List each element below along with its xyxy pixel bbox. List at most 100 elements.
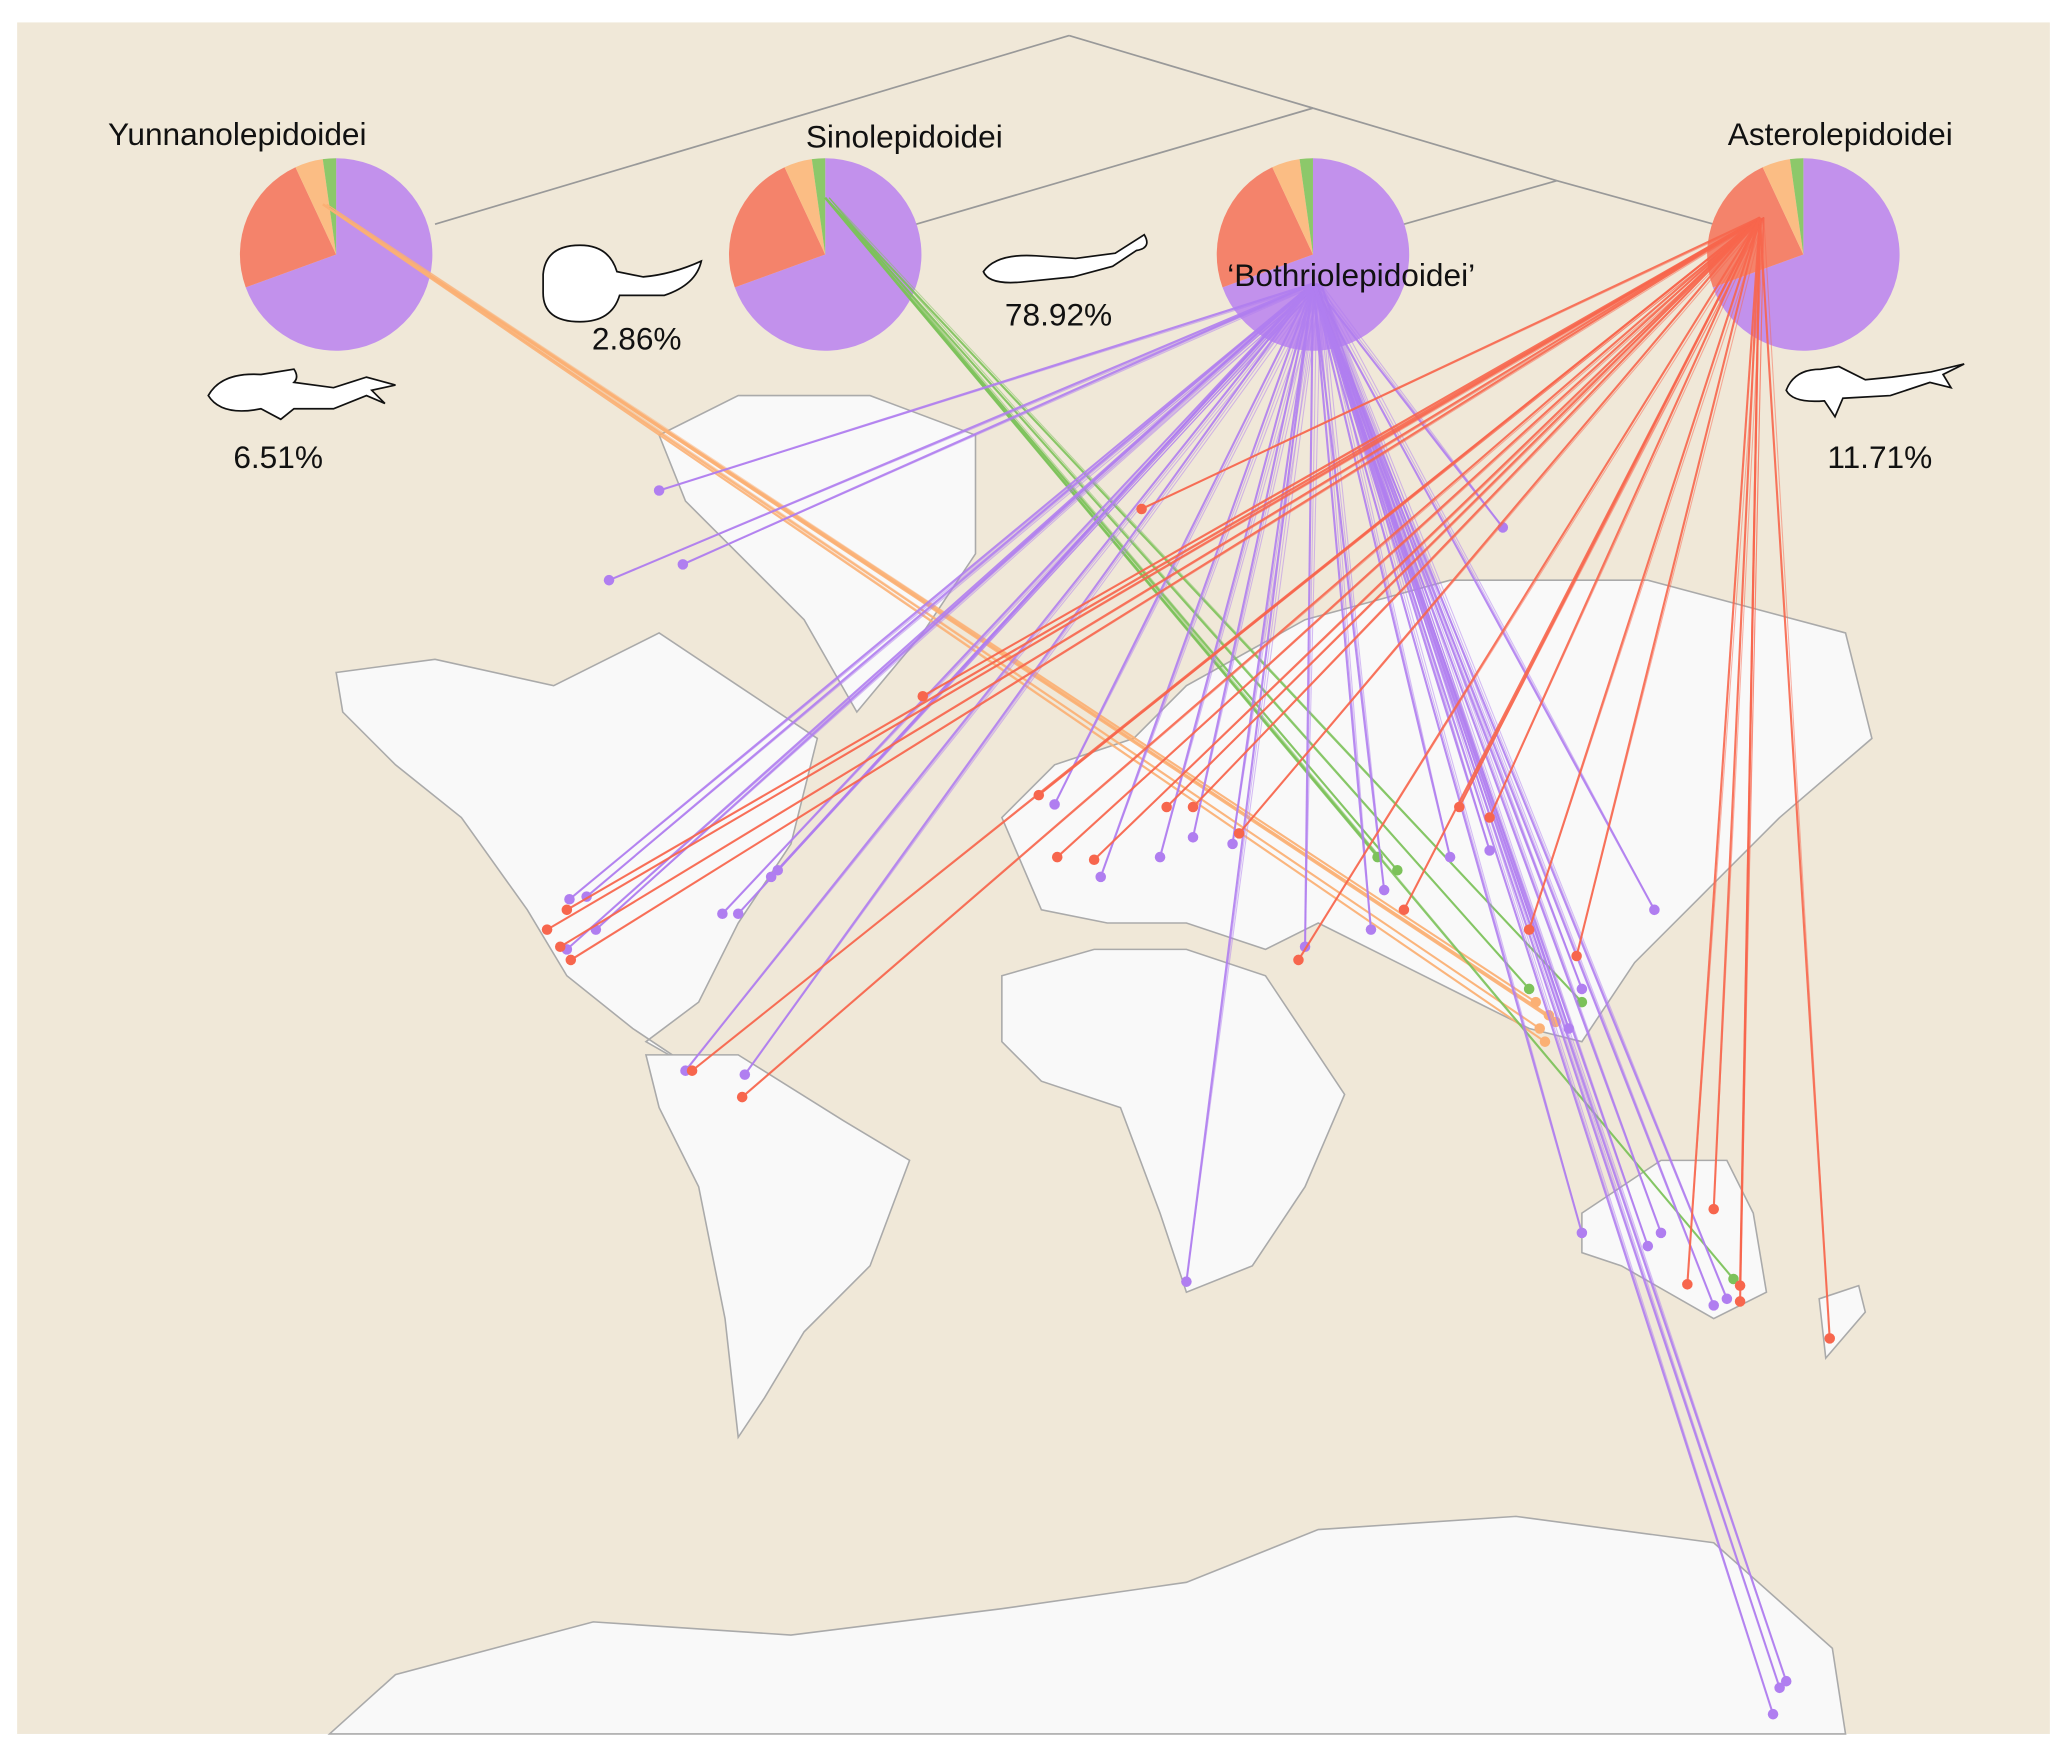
- fossil-locality-dot: [1484, 812, 1495, 823]
- fossil-locality-dot: [1563, 1023, 1574, 1034]
- fossil-locality-dot: [1187, 832, 1199, 843]
- dispersal-line: [1713, 217, 1765, 1210]
- dispersal-line: [1185, 283, 1315, 1282]
- tree-branch-root-right: [1068, 34, 1314, 109]
- fossil-locality-dot: [1708, 1300, 1719, 1311]
- fossil-locality-dot: [1293, 954, 1304, 966]
- dispersal-line: [1185, 283, 1318, 1282]
- fossil-locality-dot: [1571, 950, 1582, 962]
- dispersal-line: [658, 282, 1322, 492]
- dispersal-line: [1316, 283, 1583, 1234]
- dispersal-line: [1297, 217, 1761, 961]
- dispersal-line: [1528, 217, 1761, 930]
- yunnanolepid-fish-icon: [207, 368, 396, 421]
- dispersal-line: [922, 217, 1765, 697]
- fossil-locality-dot: [1444, 851, 1456, 863]
- dispersal-line: [1304, 283, 1315, 947]
- dispersal-line: [1316, 283, 1504, 528]
- clade-label-bothriolepidoidei: ‘Bothriolepidoidei’: [1227, 257, 1475, 293]
- dispersal-line: [1054, 283, 1318, 805]
- pie-slice-red: [728, 167, 826, 288]
- dispersal-line: [1038, 217, 1765, 796]
- fossil-locality-dot: [1780, 1675, 1792, 1687]
- fossil-locality-dot: [1523, 924, 1535, 935]
- dispersal-line: [546, 217, 1765, 931]
- dispersal-line: [1758, 217, 1831, 1339]
- fossil-locality-dot: [1530, 996, 1542, 1008]
- pie-slice-orange: [295, 159, 337, 255]
- dispersal-line: [1298, 217, 1765, 961]
- landmass-antarctica: [327, 1515, 1847, 1735]
- fossil-locality-dot: [1187, 801, 1199, 813]
- fossil-locality-dot: [565, 954, 577, 966]
- dispersal-line: [1100, 283, 1322, 878]
- dispersal-line: [1320, 283, 1774, 1715]
- dispersal-line: [1159, 283, 1322, 858]
- dispersal-line: [1100, 283, 1318, 878]
- landmass-south-america: [644, 1054, 911, 1440]
- pie-sinolepidoidei: [728, 158, 922, 351]
- dispersal-line: [566, 283, 1322, 950]
- fossil-locality-dot: [1523, 983, 1535, 995]
- pie-slice-purple: [734, 158, 922, 351]
- percent-bothriolepidoidei: 78.92%: [1005, 297, 1112, 333]
- dispersal-line: [1053, 283, 1314, 805]
- landmass-africa: [1001, 948, 1346, 1294]
- fossil-locality-dot: [1233, 828, 1245, 839]
- pie-slice-red: [1216, 167, 1313, 288]
- pie-slice-green: [1299, 158, 1313, 255]
- landmass-north-america: [335, 632, 819, 1069]
- fossil-locality-dot: [772, 864, 784, 876]
- fossil-locality-dot: [1767, 1708, 1779, 1720]
- dispersal-line: [741, 217, 1765, 1098]
- dispersal-line: [1739, 217, 1761, 1286]
- tree-branch-yunnanolepidoidei: [434, 34, 1070, 225]
- fossil-locality-dot: [739, 1069, 751, 1080]
- fossil-locality-dot: [917, 690, 929, 702]
- dispersal-line: [1320, 283, 1728, 1300]
- fossil-locality-dot: [1734, 1296, 1746, 1307]
- dispersal-line: [743, 282, 1314, 1076]
- dispersal-line: [777, 283, 1322, 871]
- fossil-locality-dot: [1774, 1682, 1785, 1694]
- landmass-australia: [1581, 1159, 1768, 1320]
- fossil-locality-dot: [686, 1065, 698, 1076]
- dispersal-line: [1311, 283, 1386, 891]
- dispersal-line: [1320, 283, 1570, 1029]
- pie-slice-purple: [245, 158, 433, 351]
- fossil-locality-dot: [1365, 924, 1377, 935]
- dispersal-line: [1192, 217, 1765, 808]
- fossil-locality-dot: [1576, 1227, 1588, 1239]
- dispersal-line: [1575, 217, 1761, 957]
- fossil-locality-dot: [1454, 801, 1465, 813]
- dispersal-line: [1528, 217, 1765, 930]
- fossil-locality-dot: [1154, 851, 1166, 863]
- dispersal-line: [570, 217, 1765, 961]
- dispersal-lines: [322, 197, 1835, 1720]
- fossil-locality-dot: [1642, 1240, 1654, 1252]
- pie-yunnanolepidoidei: [239, 158, 433, 351]
- dispersal-line: [828, 197, 1378, 858]
- fossil-locality-dot: [1708, 1203, 1719, 1215]
- dispersal-line: [1489, 217, 1765, 818]
- dispersal-line: [1320, 283, 1715, 1306]
- asterolepid-fish-icon: [1785, 363, 1965, 419]
- dispersal-line: [1712, 217, 1761, 1210]
- fossil-locality-dot: [1378, 884, 1390, 896]
- dispersal-line: [1458, 217, 1761, 808]
- dispersal-line: [1141, 217, 1765, 510]
- fossil-locality-dot: [736, 1091, 748, 1103]
- fossil-locality-dot: [1649, 904, 1660, 916]
- pie-slice-green: [811, 158, 826, 255]
- dispersal-line: [1320, 283, 1504, 528]
- fossil-locality-dot: [1682, 1279, 1693, 1290]
- fossil-locality-dot: [1088, 854, 1100, 865]
- dispersal-line: [1576, 217, 1765, 957]
- fossil-locality-dot: [732, 908, 744, 920]
- fish-illustrations: [207, 233, 1965, 421]
- tree-branch-asterolepidoidei: [1556, 179, 1714, 225]
- dispersal-line: [1763, 217, 1831, 1339]
- fossil-locality-dot: [1824, 1333, 1835, 1344]
- dispersal-line: [1311, 283, 1373, 930]
